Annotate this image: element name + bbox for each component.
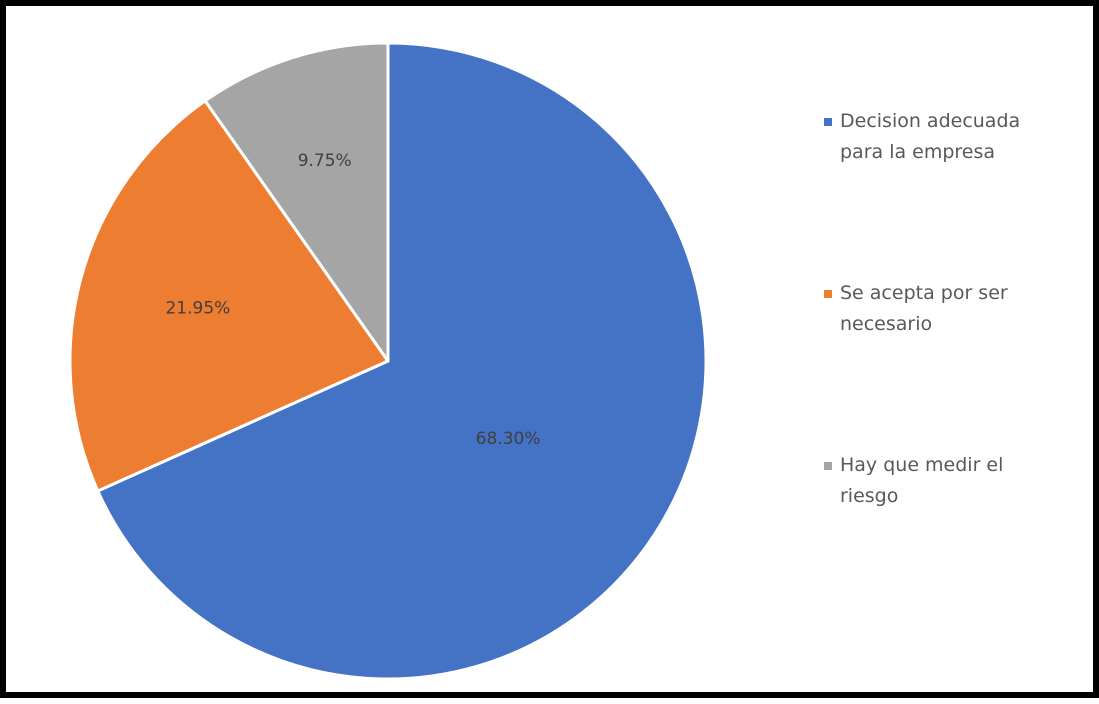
- data-label-decision-adecuada: 68.30%: [476, 429, 541, 449]
- pie-chart: 68.30% 21.95% 9.75%: [68, 41, 708, 681]
- legend-swatch-gray: [824, 462, 832, 470]
- data-label-hay-que-medir: 9.75%: [298, 151, 352, 171]
- slice-hay-que-medir: [203, 41, 390, 363]
- data-label-se-acepta: 21.95%: [165, 299, 230, 319]
- legend-label-line1: Hay que medir el: [840, 454, 1004, 476]
- slice-se-acepta: [68, 99, 390, 493]
- legend-label-line1: Se acepta por ser: [840, 282, 1008, 304]
- legend-item-decision-adecuada: Decision adecuada para la empresa: [824, 106, 1064, 168]
- legend-swatch-blue: [824, 118, 832, 126]
- legend-item-hay-que-medir: Hay que medir el riesgo: [824, 450, 1064, 512]
- legend-label-line2: necesario: [840, 313, 933, 335]
- legend-item-se-acepta: Se acepta por ser necesario: [824, 278, 1064, 340]
- legend-label-line1: Decision adecuada: [840, 110, 1021, 132]
- legend-swatch-orange: [824, 290, 832, 298]
- slice-decision-adecuada: [96, 41, 708, 681]
- legend-label-line2: riesgo: [840, 485, 899, 507]
- legend-label-line2: para la empresa: [840, 141, 996, 163]
